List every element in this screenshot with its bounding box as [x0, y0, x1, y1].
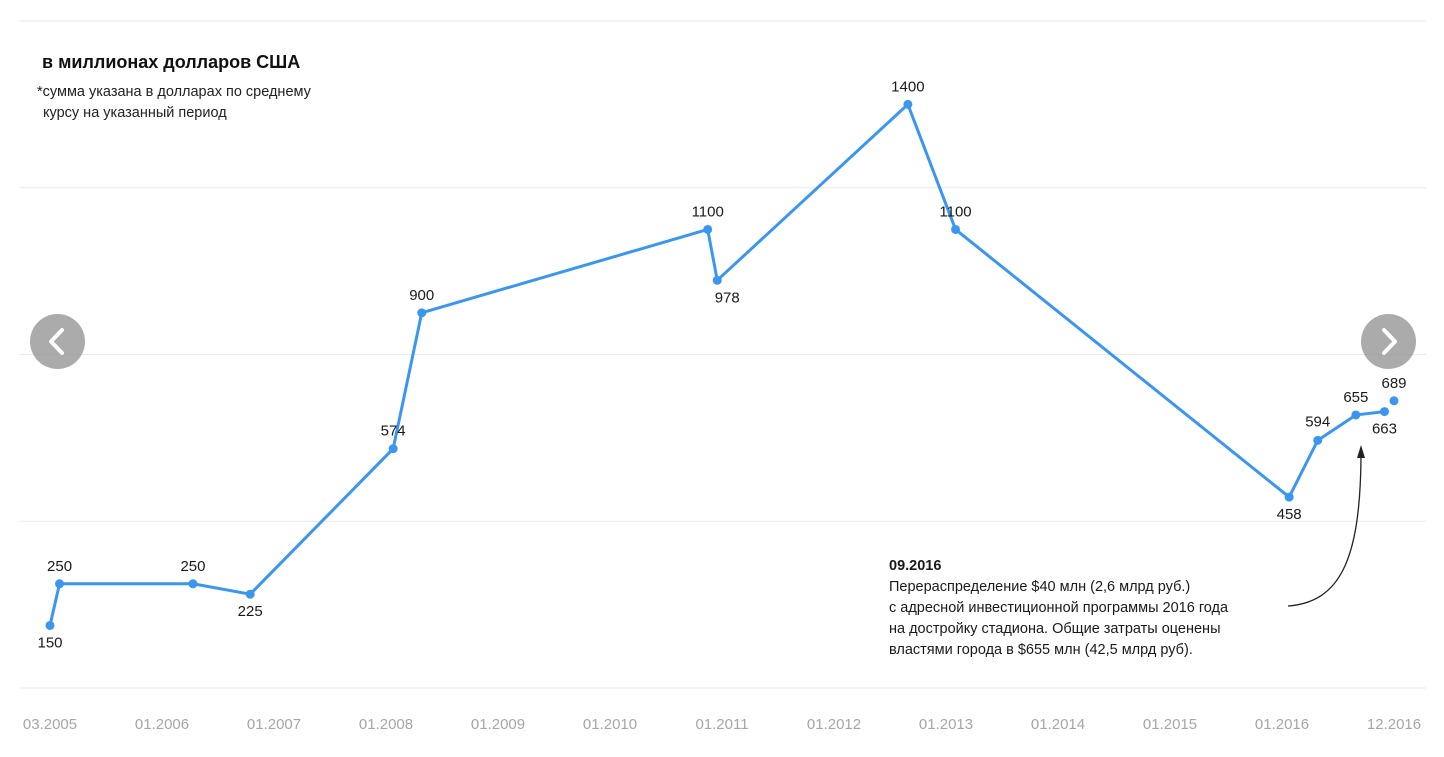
annotation-arrow-head [1357, 445, 1365, 458]
data-point [703, 224, 713, 234]
data-label: 663 [1372, 421, 1397, 438]
data-point [1389, 396, 1399, 406]
data-point [1351, 410, 1361, 420]
x-tick-label: 01.2008 [359, 716, 413, 733]
data-points [45, 99, 1399, 630]
annotation-line: властями города в $655 млн (42,5 млрд ру… [889, 642, 1193, 658]
data-label: 250 [180, 558, 205, 575]
chart-title: в миллионах долларов США [42, 52, 301, 72]
series-line-group [48, 102, 1385, 626]
annotation-box: 09.2016 Перераспределение $40 млн (2,6 м… [889, 556, 1228, 661]
annotation-line: с адресной инвестиционной программы 2016… [889, 600, 1229, 616]
x-tick-label: 01.2014 [1031, 716, 1085, 733]
data-label: 150 [37, 634, 62, 651]
data-label: 458 [1277, 506, 1302, 523]
prev-button[interactable] [30, 314, 85, 369]
data-label: 689 [1381, 375, 1406, 392]
data-label: 1400 [891, 78, 924, 95]
annotation-arrow [1287, 445, 1365, 607]
x-tick-label: 01.2016 [1255, 716, 1309, 733]
data-label: 594 [1305, 413, 1330, 430]
data-point [951, 224, 961, 234]
x-tick-label: 01.2015 [1143, 716, 1197, 733]
data-point [903, 99, 913, 109]
data-label: 1100 [939, 203, 971, 220]
x-axis-ticks: 03.2005 01.2006 01.2007 01.2008 01.2009 01.20… [23, 716, 1421, 733]
chevron-left-icon [49, 328, 64, 355]
data-point [55, 579, 65, 589]
x-tick-label: 01.2007 [247, 716, 301, 733]
data-label: 900 [409, 287, 434, 304]
chart-note: *сумма указана в долларах по среднему ку… [37, 82, 367, 124]
grid-lines [20, 20, 1426, 689]
data-label: 655 [1343, 389, 1368, 406]
data-label: 250 [47, 558, 72, 575]
x-tick-label: 01.2012 [807, 716, 861, 733]
annotation-line: на достройку стадиона. Общие затраты оце… [889, 621, 1221, 637]
x-tick-label: 01.2013 [919, 716, 973, 733]
data-label: 574 [381, 423, 406, 440]
data-point [1313, 435, 1323, 445]
x-tick-label: 01.2011 [695, 716, 748, 733]
data-point [188, 579, 198, 589]
x-tick-label: 01.2009 [471, 716, 525, 733]
chevron-right-icon [1382, 328, 1397, 355]
x-tick-label: 01.2006 [135, 716, 189, 733]
data-label: 225 [238, 603, 263, 620]
data-point [388, 444, 398, 454]
data-point [245, 589, 255, 599]
annotation-arrow-line [1287, 457, 1362, 607]
data-point [417, 308, 427, 318]
x-tick-label: 03.2005 [23, 716, 77, 733]
data-labels: 150 250 250 225 574 900 1100 978 1400 1100 458 594 6… [37, 78, 1406, 651]
data-point [1379, 407, 1389, 417]
x-tick-label: 01.2010 [583, 716, 637, 733]
annotation-date: 09.2016 [889, 558, 942, 574]
data-point [1284, 492, 1294, 502]
x-tick-label: 12.2016 [1367, 716, 1421, 733]
chart-note-line: курсу на указанный период [43, 105, 227, 121]
data-point [712, 275, 722, 285]
series-line [48, 102, 1385, 626]
annotation-line: Перераспределение $40 млн (2,6 млрд руб.… [889, 579, 1191, 595]
next-button[interactable] [1361, 314, 1416, 369]
data-point [45, 620, 55, 630]
data-label: 978 [715, 289, 740, 306]
data-label: 1100 [692, 203, 724, 220]
chart-note-line: *сумма указана в долларах по среднему [37, 84, 311, 100]
